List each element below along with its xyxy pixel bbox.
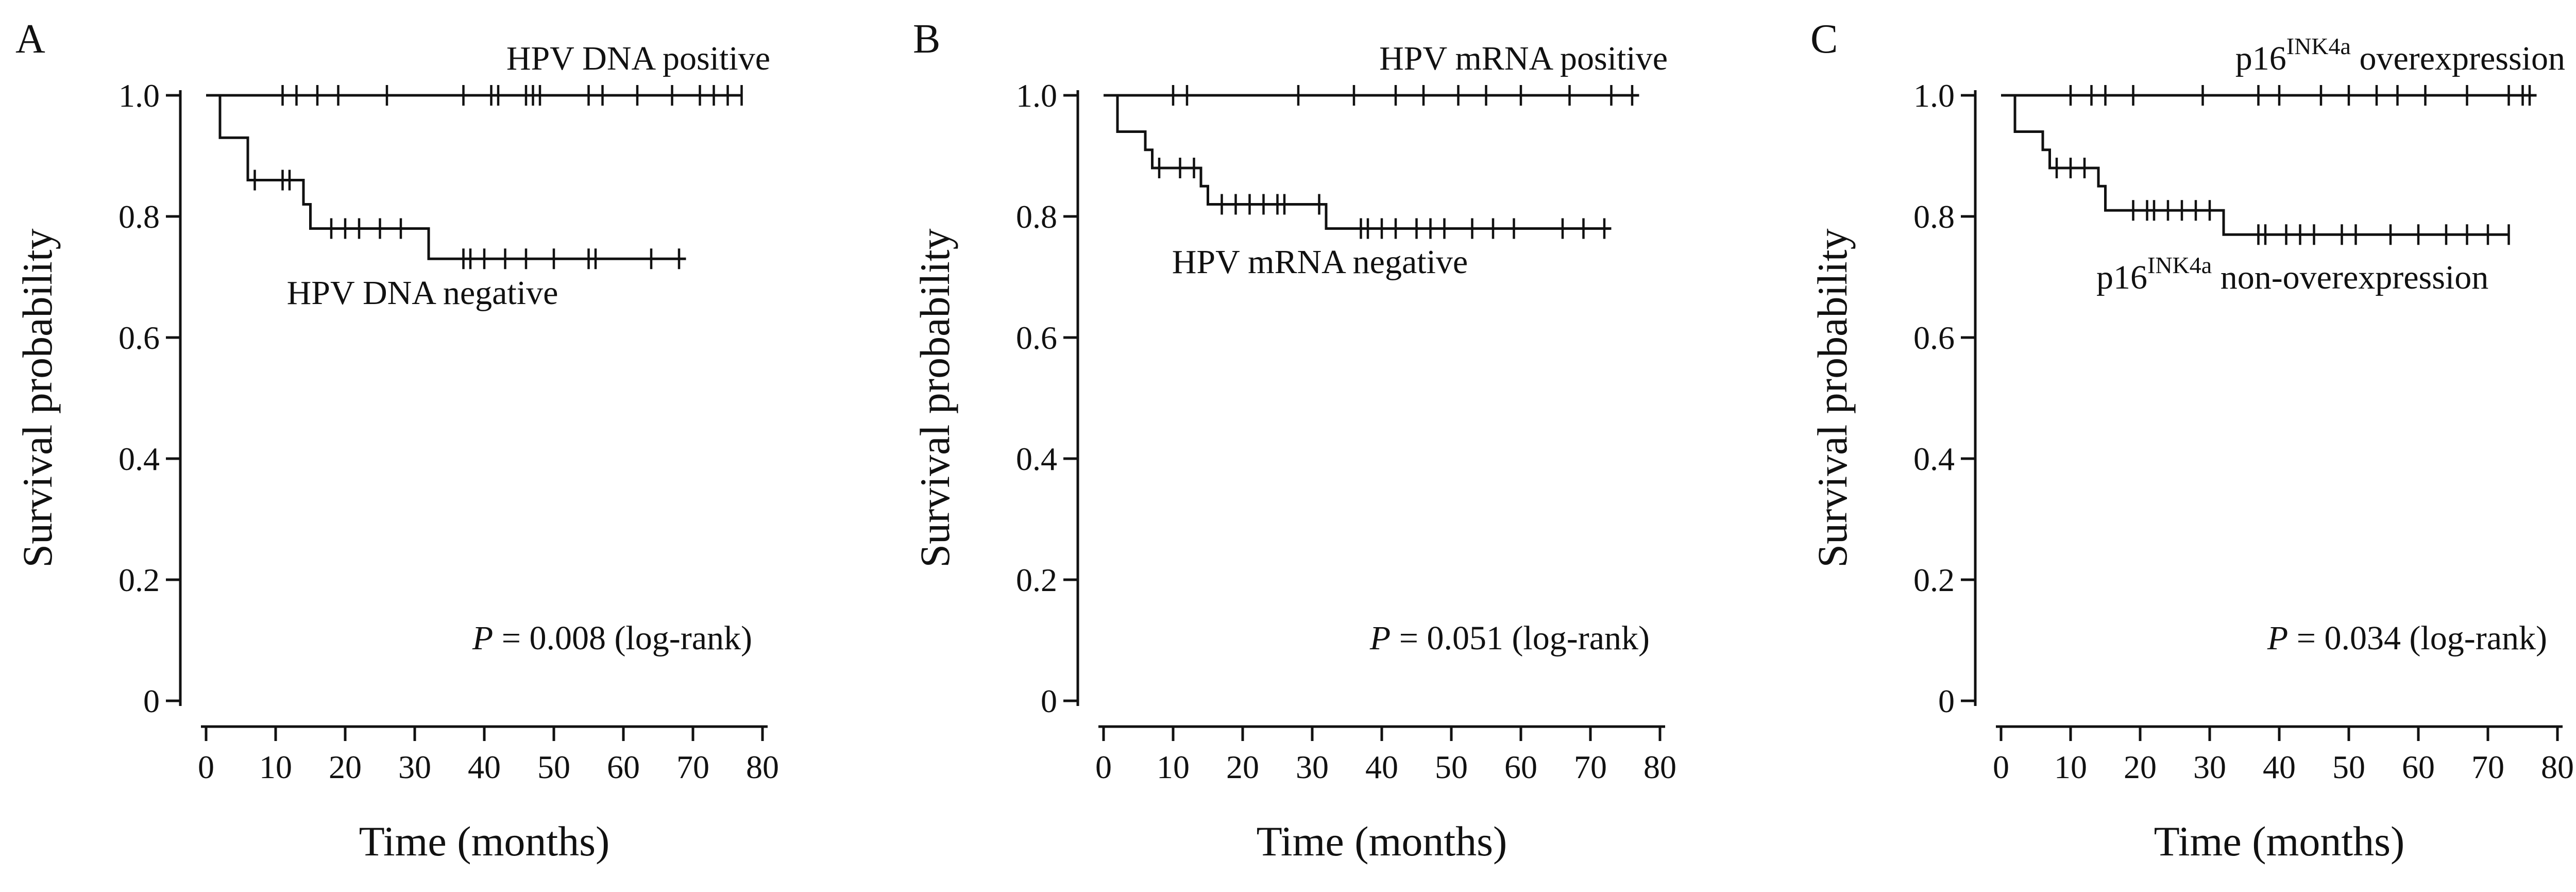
x-axis-title: Time (months) [1257, 818, 1507, 865]
y-tick-label: 0.8 [1016, 198, 1057, 235]
panel-letter: C [1810, 16, 1838, 62]
series-label-main: p16 [2235, 40, 2286, 77]
y-tick-label: 0.6 [1016, 319, 1057, 356]
series-label: p16INK4a non-overexpression [2096, 252, 2488, 296]
panel-letter: A [15, 16, 45, 62]
x-tick-label: 40 [1365, 749, 1398, 785]
x-tick-label: 70 [1574, 749, 1607, 785]
x-tick-label: 10 [2054, 749, 2087, 785]
p-value-symbol: P [2267, 619, 2288, 657]
y-tick-label: 0.2 [118, 562, 160, 598]
x-tick-label: 0 [1095, 749, 1112, 785]
x-tick-label: 60 [607, 749, 640, 785]
series-label-rest: overexpression [2351, 40, 2565, 77]
y-tick-label: 1.0 [1913, 77, 1955, 114]
x-axis-title: Time (months) [359, 818, 610, 865]
p-value-text: = 0.034 (log-rank) [2288, 619, 2547, 657]
x-tick-label: 40 [468, 749, 501, 785]
series-label-main: HPV DNA negative [287, 274, 558, 312]
x-tick-label: 0 [1993, 749, 2009, 785]
panel-a: A 0 0.2 0.4 0.6 0.8 1.0 0 10 20 30 40 50 60 70 80 Time (… [14, 16, 779, 865]
x-tick-label: 20 [329, 749, 362, 785]
y-axis-title: Survival probability [911, 228, 958, 567]
survival-curve [1104, 94, 1612, 230]
p-value: P = 0.051 (log-rank) [1369, 619, 1650, 657]
y-tick-label: 0.4 [118, 441, 160, 477]
x-tick-label: 60 [2402, 749, 2435, 785]
p-value: P = 0.034 (log-rank) [2267, 619, 2547, 657]
x-tick-label: 80 [2541, 749, 2574, 785]
y-tick-label: 0 [1938, 683, 1955, 719]
series-label-superscript: INK4a [2147, 252, 2212, 278]
y-axis-title: Survival probability [1809, 228, 1856, 567]
panel-c: C 0 0.2 0.4 0.6 0.8 1.0 0 10 20 30 40 50 60 70 80 Time (… [1809, 16, 2574, 865]
series-negative: HPV mRNA negative [1104, 94, 1612, 281]
y-tick-label: 0.6 [118, 319, 160, 356]
x-tick-label: 30 [2193, 749, 2226, 785]
series-label: HPV mRNA positive [1379, 40, 1668, 77]
series-label: HPV DNA positive [506, 40, 770, 77]
series-label: HPV DNA negative [287, 274, 558, 312]
y-tick-label: 0.6 [1913, 319, 1955, 356]
y-tick-label: 0.8 [118, 198, 160, 235]
x-tick-label: 20 [2124, 749, 2157, 785]
x-tick-label: 70 [676, 749, 709, 785]
series-positive: p16INK4a overexpression [2001, 33, 2565, 106]
y-tick-label: 0.8 [1913, 198, 1955, 235]
x-tick-label: 50 [1435, 749, 1468, 785]
panel-letter: B [913, 16, 940, 62]
p-value-symbol: P [472, 619, 493, 657]
y-tick-label: 0 [1041, 683, 1057, 719]
x-tick-label: 30 [1296, 749, 1329, 785]
series-label-main: p16 [2096, 259, 2147, 296]
series-label-main: HPV DNA positive [506, 40, 770, 77]
p-value-text: = 0.051 (log-rank) [1391, 619, 1650, 657]
x-tick-label: 10 [1157, 749, 1190, 785]
y-axis-title: Survival probability [14, 228, 61, 567]
y-tick-label: 0 [143, 683, 160, 719]
y-tick-label: 1.0 [1016, 77, 1057, 114]
y-tick-label: 0.2 [1913, 562, 1955, 598]
x-tick-label: 80 [746, 749, 779, 785]
series-negative: HPV DNA negative [206, 94, 686, 312]
x-tick-label: 20 [1226, 749, 1259, 785]
x-tick-label: 50 [537, 749, 570, 785]
x-tick-label: 0 [198, 749, 214, 785]
x-tick-label: 50 [2332, 749, 2365, 785]
y-tick-label: 0.2 [1016, 562, 1057, 598]
x-tick-label: 60 [1504, 749, 1537, 785]
series-positive: HPV mRNA positive [1104, 40, 1668, 106]
x-tick-label: 70 [2471, 749, 2504, 785]
x-tick-label: 30 [398, 749, 431, 785]
series-label: HPV mRNA negative [1172, 243, 1468, 281]
series-positive: HPV DNA positive [206, 40, 770, 106]
x-tick-label: 80 [1643, 749, 1676, 785]
p-value: P = 0.008 (log-rank) [472, 619, 752, 657]
p-value-symbol: P [1369, 619, 1391, 657]
p-value-text: = 0.008 (log-rank) [493, 619, 752, 657]
survival-curve [2001, 94, 2509, 236]
series-label-rest: non-overexpression [2212, 259, 2488, 296]
panel-b: B 0 0.2 0.4 0.6 0.8 1.0 0 10 20 30 40 50 60 70 80 Time (… [911, 16, 1676, 865]
series-label-superscript: INK4a [2286, 33, 2351, 59]
x-tick-label: 10 [259, 749, 292, 785]
series-label-main: HPV mRNA negative [1172, 243, 1468, 281]
x-tick-label: 40 [2263, 749, 2296, 785]
series-label: p16INK4a overexpression [2235, 33, 2565, 77]
y-tick-label: 1.0 [118, 77, 160, 114]
series-label-main: HPV mRNA positive [1379, 40, 1668, 77]
survival-curve [206, 94, 686, 260]
y-tick-label: 0.4 [1913, 441, 1955, 477]
series-negative: p16INK4a non-overexpression [2001, 94, 2510, 296]
x-axis-title: Time (months) [2154, 818, 2405, 865]
y-tick-label: 0.4 [1016, 441, 1057, 477]
